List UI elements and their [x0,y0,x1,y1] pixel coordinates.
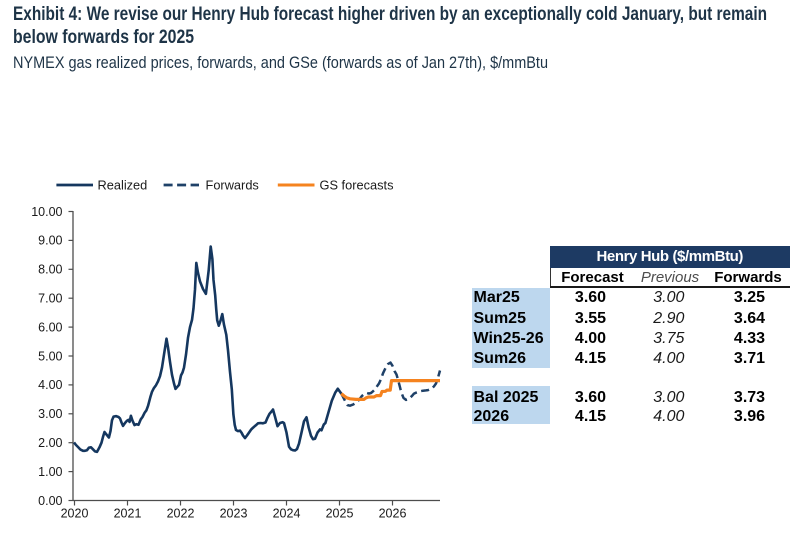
svg-text:5.00: 5.00 [38,349,62,363]
svg-text:GS forecasts: GS forecasts [320,177,394,192]
svg-text:Forwards: Forwards [206,177,259,192]
svg-text:7.00: 7.00 [38,292,62,306]
svg-text:1.00: 1.00 [38,465,62,479]
svg-text:2.00: 2.00 [38,436,62,450]
svg-text:9.00: 9.00 [38,234,62,248]
svg-text:2025: 2025 [326,507,354,521]
svg-text:4.00: 4.00 [38,378,62,392]
svg-text:6.00: 6.00 [38,320,62,334]
svg-text:3.00: 3.00 [38,407,62,421]
svg-text:0.00: 0.00 [38,494,62,508]
svg-text:2020: 2020 [61,507,89,521]
svg-text:2026: 2026 [379,507,407,521]
svg-text:10.00: 10.00 [31,205,62,219]
svg-text:2024: 2024 [273,507,301,521]
svg-text:8.00: 8.00 [38,263,62,277]
svg-text:2023: 2023 [220,507,248,521]
svg-text:2021: 2021 [114,507,142,521]
svg-text:2022: 2022 [167,507,195,521]
svg-text:Realized: Realized [98,177,148,192]
